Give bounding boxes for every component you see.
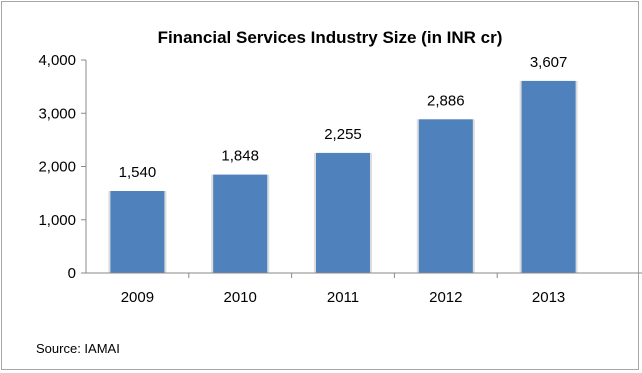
bar (316, 152, 370, 273)
source-note: Source: IAMAI (36, 341, 120, 356)
x-tick-label: 2009 (121, 289, 154, 306)
x-tick-label: 2010 (224, 289, 257, 306)
x-tick-label: 2011 (327, 289, 359, 306)
y-axis: 0 1,000 2,000 3,000 4,000 (38, 52, 87, 282)
y-tick-label: 3,000 (38, 105, 76, 122)
data-label: 3,607 (530, 54, 568, 71)
bar (521, 80, 576, 273)
y-tick-label: 2,000 (38, 159, 76, 176)
bar (213, 174, 268, 273)
x-tick-label: 2012 (429, 289, 462, 306)
data-label: 1,848 (221, 148, 259, 165)
x-tick-label: 2013 (532, 289, 565, 306)
data-label: 2,886 (427, 92, 465, 109)
chart-title: Financial Services Industry Size (in INR… (157, 28, 503, 47)
bars: 1,540 1,848 2,255 2,886 3,607 (108, 54, 578, 274)
y-tick-label: 4,000 (38, 52, 76, 69)
y-tick-label: 1,000 (38, 212, 76, 229)
data-label: 2,255 (324, 126, 362, 143)
data-label: 1,540 (119, 164, 157, 181)
y-tick-label: 0 (68, 265, 76, 282)
x-axis: 2009 2010 2011 2012 2013 (86, 272, 642, 306)
bar (110, 190, 165, 273)
bar (418, 119, 473, 274)
